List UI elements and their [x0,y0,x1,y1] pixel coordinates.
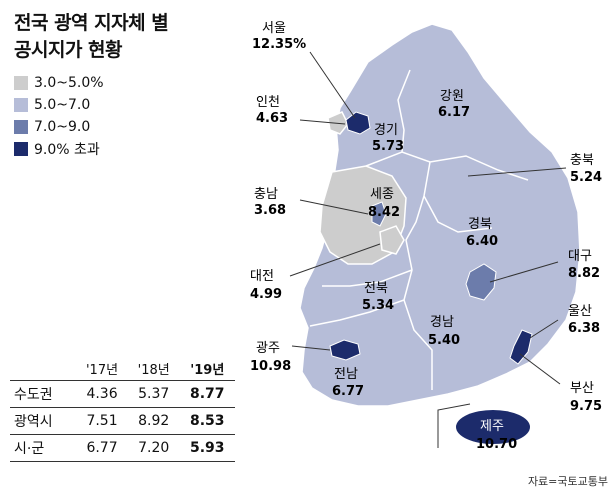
source-note: 자료=국토교통부 [527,475,608,488]
label-jeonbuk-name: 전북 [364,281,388,296]
table-cell: 7.51 [76,407,128,435]
table-row: 광역시 7.51 8.92 8.53 [10,407,235,435]
region-busan [509,329,533,365]
label-seoul-name: 서울 [262,21,286,36]
label-gyeongbuk-value: 6.40 [466,234,498,249]
table-header-cell: '19년 [190,362,225,378]
legend-swatch-3 [14,120,28,134]
legend-label-4: 9.0% 초과 [34,142,100,158]
table-row: 시·군 6.77 7.20 5.93 [10,434,235,462]
region-daejeon [379,225,405,255]
label-sejong-value: 8.42 [368,205,400,220]
label-daejeon-name: 대전 [250,269,274,284]
label-jeonnam-value: 6.77 [332,384,364,399]
region-daegu [465,263,497,301]
label-gangwon-value: 6.17 [438,105,470,120]
table-row: 수도권 4.36 5.37 8.77 [10,380,235,408]
legend-item-2: 5.0~7.0 [14,94,104,116]
label-seoul-value: 12.35% [252,37,306,52]
label-chungbuk-name: 충북 [570,153,594,168]
jeju-inset-frame [437,403,471,448]
label-sejong-name: 세종 [370,187,394,202]
label-ulsan-value: 6.38 [568,321,600,336]
label-gyeonggi-value: 5.73 [372,139,404,154]
region-jeju [456,410,530,444]
label-chungnam-value: 3.68 [254,203,286,218]
yearly-stats-table: '17년 '18년 '19년 수도권 4.36 5.37 8.77 광역시 7.… [10,356,235,462]
table-header-cell [10,356,76,381]
table-cell: 8.92 [127,407,180,435]
label-gangwon-name: 강원 [440,89,464,104]
title-line-1: 전국 광역 지자체 별 [14,12,169,34]
table-cell: 광역시 [10,407,77,435]
label-daejeon-value: 4.99 [250,287,282,302]
label-gwangju-name: 광주 [256,341,280,356]
table-cell: 수도권 [10,380,77,408]
label-incheon-value: 4.63 [256,111,288,126]
legend-label-1: 3.0~5.0% [34,75,104,91]
label-jeonnam-name: 전남 [334,367,358,382]
title-line-2: 공시지가 현황 [14,39,123,61]
table-cell: 8.77 [179,380,235,408]
legend-item-1: 3.0~5.0% [14,72,104,94]
label-gyeonggi-name: 경기 [374,123,398,138]
legend-swatch-2 [14,98,28,112]
legend: 3.0~5.0% 5.0~7.0 7.0~9.0 9.0% 초과 [14,72,104,160]
region-gwangju [329,339,361,361]
label-jeju-value: 10.70 [476,437,517,452]
label-jeju-name: 제주 [480,419,504,434]
label-gwangju-value: 10.98 [250,359,291,374]
table-cell: 5.93 [179,434,235,462]
legend-swatch-1 [14,76,28,90]
label-gyeongnam-name: 경남 [430,315,454,330]
label-ulsan-name: 울산 [568,304,592,319]
table-cell: 7.20 [127,434,180,462]
label-busan-value: 9.75 [570,399,602,414]
table-cell: 6.77 [76,434,128,462]
map-title: 전국 광역 지자체 별 공시지가 현황 [14,10,169,64]
table-header-cell: '17년 [85,362,119,378]
label-jeonbuk-value: 5.34 [362,298,394,313]
legend-swatch-4 [14,142,28,156]
table-cell: 시·군 [10,434,77,462]
label-chungnam-name: 충남 [254,187,278,202]
label-gyeongnam-value: 5.40 [428,333,460,348]
region-sejong [371,201,387,227]
table-header-row: '17년 '18년 '19년 [10,356,235,381]
legend-item-3: 7.0~9.0 [14,116,104,138]
label-busan-name: 부산 [570,381,594,396]
table-cell: 5.37 [127,380,180,408]
table-header-cell: '18년 [137,362,170,378]
table-cell: 8.53 [179,407,235,435]
label-daegu-value: 8.82 [568,266,600,281]
label-chungbuk-value: 5.24 [570,170,602,185]
region-seoul [345,111,371,135]
table-cell: 4.36 [76,380,128,408]
label-gyeongbuk-name: 경북 [468,217,492,232]
legend-item-4: 9.0% 초과 [14,138,104,160]
leader-lines [289,51,567,385]
legend-label-3: 7.0~9.0 [34,119,91,135]
label-daegu-name: 대구 [568,249,592,264]
region-borders [309,69,529,390]
region-labels: 서울 12.35% 인천 4.63 경기 5.73 강원 6.17 충북 5.2… [250,21,602,452]
label-incheon-name: 인천 [256,95,280,110]
legend-label-2: 5.0~7.0 [34,97,91,113]
